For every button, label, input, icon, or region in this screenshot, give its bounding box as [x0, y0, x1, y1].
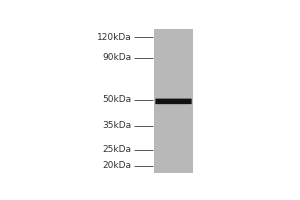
Text: 90kDa: 90kDa — [103, 53, 132, 62]
Text: 120kDa: 120kDa — [97, 33, 132, 42]
Text: 50kDa: 50kDa — [103, 95, 132, 104]
Text: 25kDa: 25kDa — [103, 145, 132, 154]
Text: 20kDa: 20kDa — [103, 161, 132, 170]
FancyBboxPatch shape — [155, 99, 192, 104]
Bar — [154, 29, 193, 173]
Text: 35kDa: 35kDa — [103, 121, 132, 130]
